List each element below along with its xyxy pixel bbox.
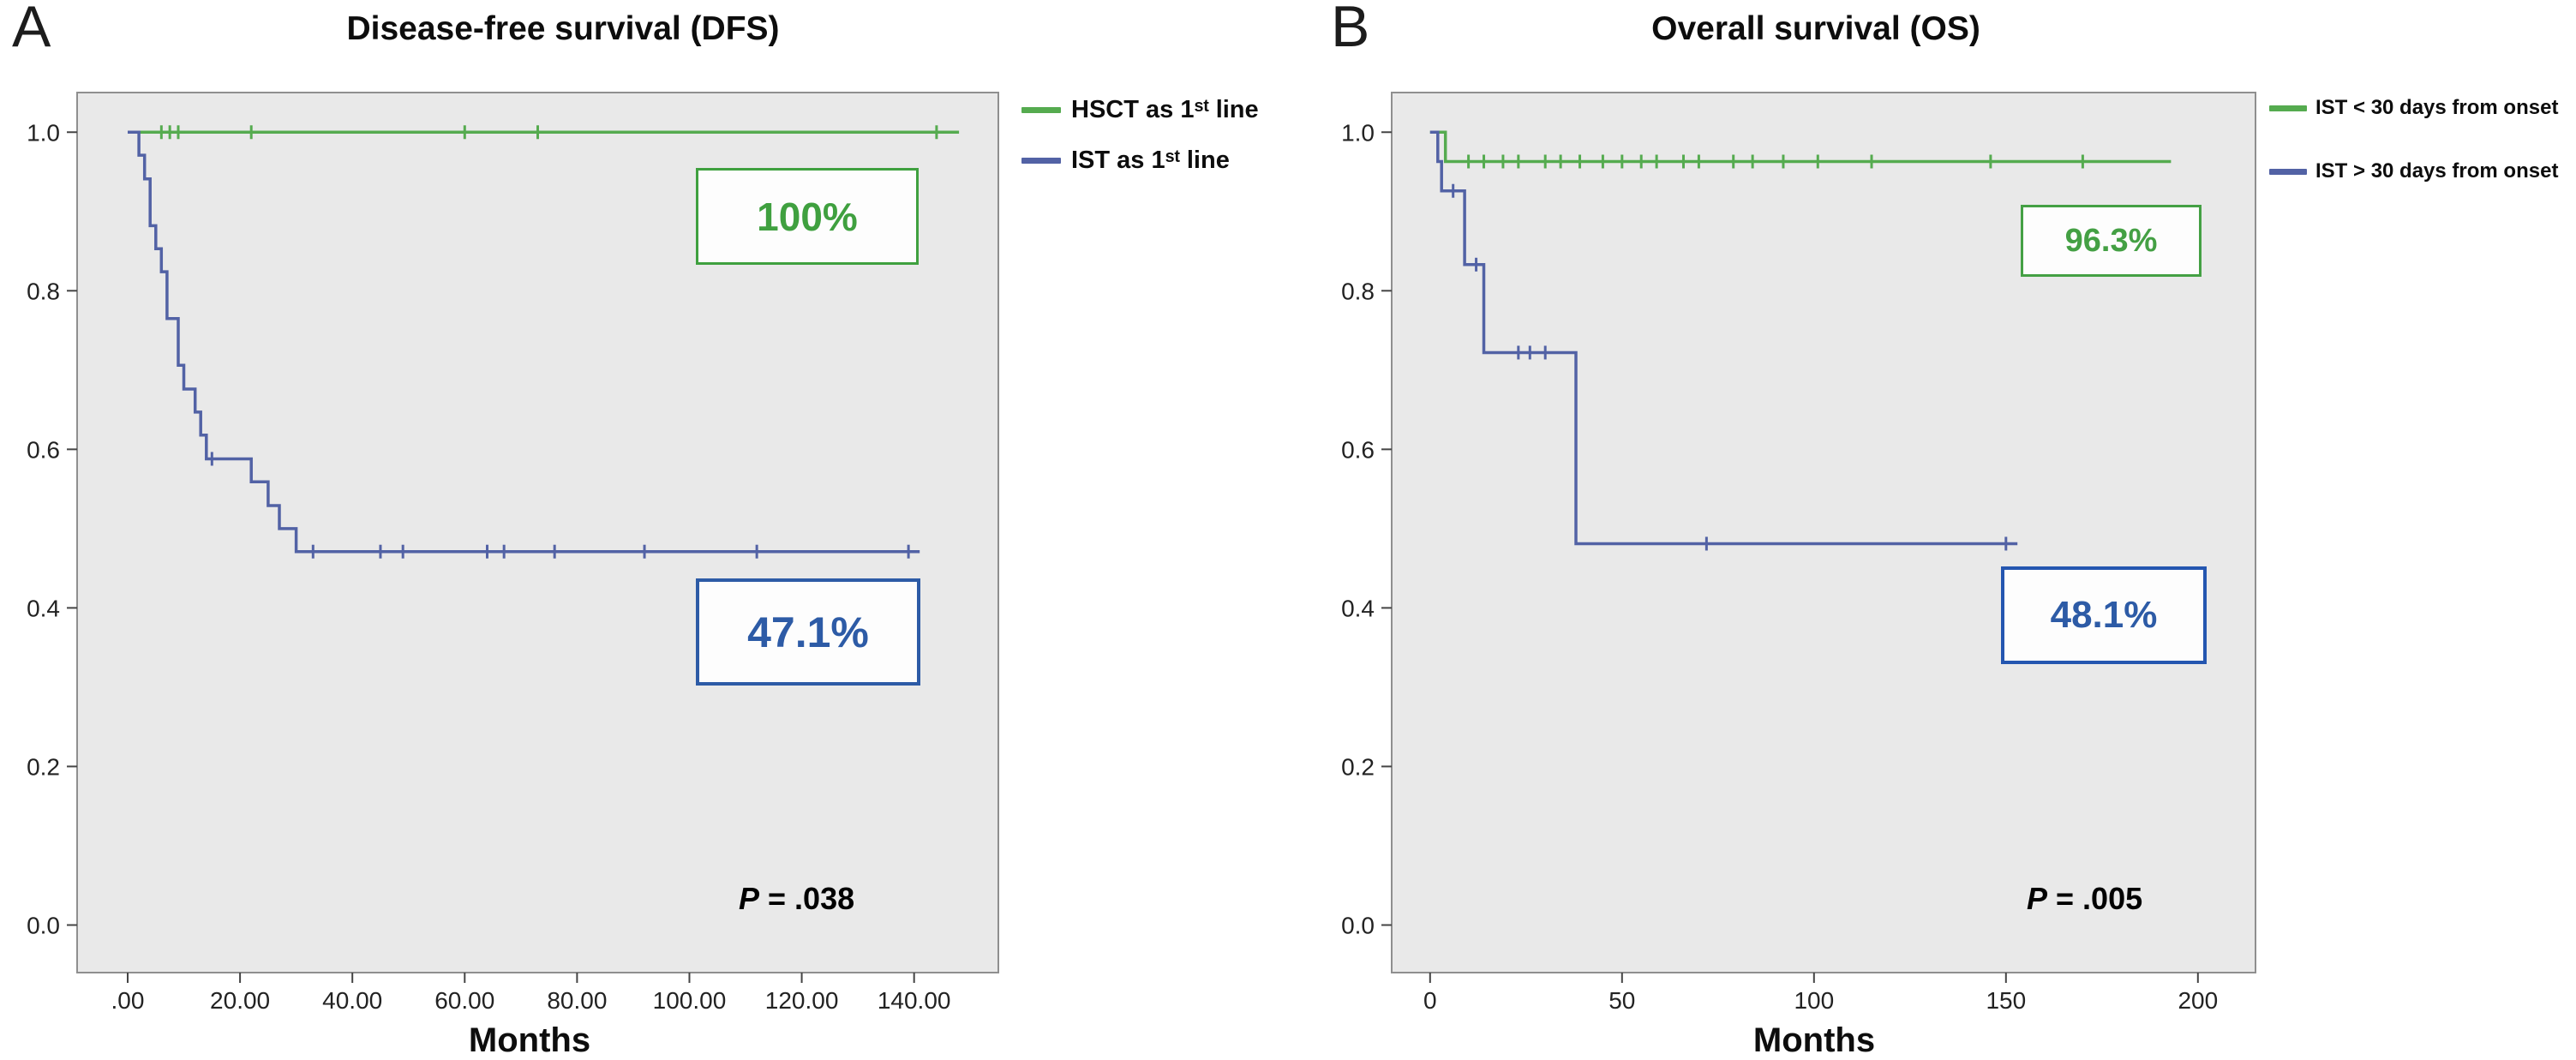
svg-text:0.6: 0.6 [27, 436, 60, 463]
svg-text:80.00: 80.00 [547, 987, 607, 1014]
p-number: = .038 [759, 881, 855, 916]
x-axis-label-os: Months [1752, 1021, 1876, 1059]
svg-text:20.00: 20.00 [210, 987, 270, 1014]
ist-line-swatch [1021, 158, 1061, 164]
legend-label: IST < 30 days from onset [2315, 96, 2559, 119]
svg-text:140.00: 140.00 [878, 987, 951, 1014]
legend-item-ist-early: IST < 30 days from onset [2269, 96, 2558, 120]
panel-dfs: 0.0 0.2 0.4 0.6 0.8 1.0 .00 20.00 40.00 60.00 80.0… [0, 0, 1288, 1059]
svg-text:40.00: 40.00 [322, 987, 382, 1014]
annotation-dfs-ist: 47.1% [696, 578, 920, 686]
hsct-line-swatch [1021, 107, 1061, 113]
dfs-legend: HSCT as 1ˢᵗ line IST as 1ˢᵗ line [1021, 96, 1259, 175]
annotation-dfs-hsct: 100% [696, 168, 919, 265]
svg-text:1.0: 1.0 [1341, 119, 1375, 146]
svg-text:60.00: 60.00 [434, 987, 494, 1014]
ist-early-line-swatch [2269, 105, 2307, 111]
svg-text:1.0: 1.0 [27, 119, 60, 146]
legend-label: HSCT as 1ˢᵗ line [1071, 96, 1259, 123]
ist-late-line-swatch [2269, 168, 2307, 175]
os-legend: IST < 30 days from onset IST > 30 days f… [2269, 96, 2558, 183]
svg-text:0.4: 0.4 [27, 595, 60, 621]
svg-text:100: 100 [1794, 987, 1834, 1014]
p-value-os: P = .005 [2027, 881, 2142, 917]
svg-text:120.00: 120.00 [765, 987, 839, 1014]
panel-os: 0.0 0.2 0.4 0.6 0.8 1.0 0 50 100 150 200 B Overall… [1288, 0, 2576, 1059]
x-axis-label-dfs: Months [468, 1021, 591, 1059]
svg-text:0.2: 0.2 [27, 753, 60, 780]
svg-text:0.8: 0.8 [1341, 278, 1375, 304]
svg-text:0.4: 0.4 [1341, 595, 1375, 621]
svg-text:150: 150 [1986, 987, 2026, 1014]
p-value-dfs: P = .038 [739, 881, 854, 917]
svg-text:200: 200 [2178, 987, 2218, 1014]
legend-label: IST > 30 days from onset [2315, 159, 2559, 183]
svg-text:0.6: 0.6 [1341, 436, 1375, 463]
annotation-os-early: 96.3% [2021, 205, 2202, 277]
svg-text:.00: .00 [111, 987, 145, 1014]
panel-letter-b: B [1331, 0, 1370, 59]
svg-text:0.8: 0.8 [27, 278, 60, 304]
svg-text:0.0: 0.0 [27, 912, 60, 938]
svg-text:0.2: 0.2 [1341, 753, 1375, 780]
legend-item-ist: IST as 1ˢᵗ line [1021, 147, 1259, 175]
svg-text:0: 0 [1423, 987, 1437, 1014]
p-number: = .005 [2047, 881, 2143, 916]
svg-text:0.0: 0.0 [1341, 912, 1375, 938]
annotation-os-late: 48.1% [2001, 566, 2207, 664]
panel-title-os: Overall survival (OS) [1651, 10, 1980, 47]
p-symbol: P [739, 881, 760, 916]
legend-label: IST as 1ˢᵗ line [1071, 147, 1230, 174]
panel-title-dfs: Disease-free survival (DFS) [346, 10, 780, 47]
panel-letter-a: A [12, 0, 51, 59]
svg-text:100.00: 100.00 [653, 987, 727, 1014]
legend-item-ist-late: IST > 30 days from onset [2269, 159, 2558, 183]
svg-text:50: 50 [1609, 987, 1635, 1014]
legend-item-hsct: HSCT as 1ˢᵗ line [1021, 96, 1259, 124]
p-symbol: P [2027, 881, 2048, 916]
